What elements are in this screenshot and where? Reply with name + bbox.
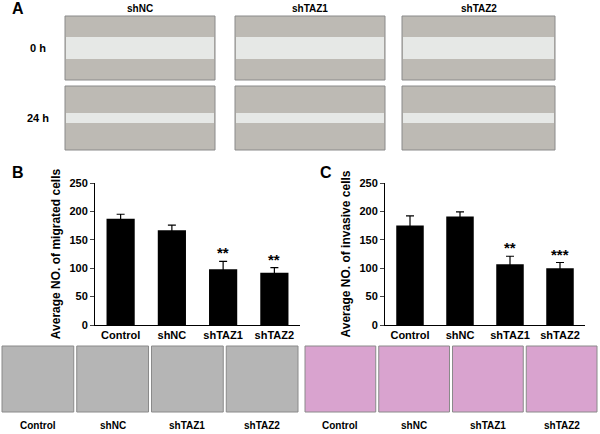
svg-text:C: C <box>320 164 332 181</box>
svg-text:shNC: shNC <box>127 3 153 14</box>
svg-text:Average NO. of invasive cells: Average NO. of invasive cells <box>339 170 353 337</box>
svg-text:shTAZ2: shTAZ2 <box>461 3 497 14</box>
svg-text:shTAZ2: shTAZ2 <box>540 329 580 341</box>
svg-text:0 h: 0 h <box>30 42 46 54</box>
svg-text:250: 250 <box>69 177 87 189</box>
svg-text:24 h: 24 h <box>27 112 49 124</box>
svg-text:A: A <box>12 0 24 17</box>
svg-text:shNC: shNC <box>100 420 126 431</box>
svg-text:shTAZ1: shTAZ1 <box>470 420 506 431</box>
svg-text:shTAZ2: shTAZ2 <box>255 329 295 341</box>
svg-text:200: 200 <box>69 205 87 217</box>
svg-text:Control: Control <box>390 329 429 341</box>
svg-text:0: 0 <box>372 319 378 331</box>
svg-text:50: 50 <box>366 290 378 302</box>
svg-text:250: 250 <box>359 177 377 189</box>
svg-text:shNC: shNC <box>401 420 427 431</box>
svg-text:shTAZ2: shTAZ2 <box>544 420 580 431</box>
svg-text:Control: Control <box>101 329 140 341</box>
svg-text:B: B <box>12 164 24 181</box>
svg-text:**: ** <box>504 239 516 256</box>
svg-text:150: 150 <box>69 234 87 246</box>
svg-text:shTAZ1: shTAZ1 <box>292 3 328 14</box>
svg-text:shTAZ1: shTAZ1 <box>490 329 530 341</box>
svg-text:shTAZ1: shTAZ1 <box>203 329 243 341</box>
svg-text:200: 200 <box>359 205 377 217</box>
svg-text:**: ** <box>217 244 229 261</box>
svg-text:100: 100 <box>359 262 377 274</box>
svg-text:150: 150 <box>359 234 377 246</box>
svg-text:***: *** <box>551 246 569 263</box>
svg-text:shNC: shNC <box>158 329 187 341</box>
svg-text:100: 100 <box>69 262 87 274</box>
svg-text:shNC: shNC <box>446 329 475 341</box>
svg-text:**: ** <box>268 251 280 268</box>
svg-text:shTAZ2: shTAZ2 <box>244 420 280 431</box>
svg-text:Average NO. of migrated cells: Average NO. of migrated cells <box>49 169 63 340</box>
svg-text:Control: Control <box>322 420 358 431</box>
svg-text:0: 0 <box>82 319 88 331</box>
svg-text:50: 50 <box>76 290 88 302</box>
svg-text:shTAZ1: shTAZ1 <box>169 420 205 431</box>
svg-text:Control: Control <box>20 420 56 431</box>
